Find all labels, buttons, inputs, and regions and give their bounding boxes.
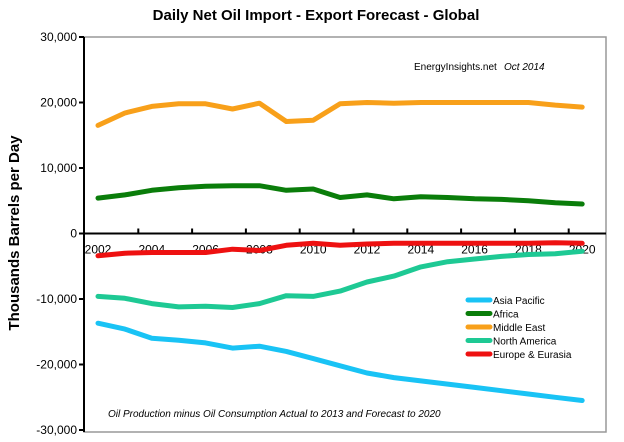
y-tick-label: 0 <box>70 227 77 241</box>
legend-label: North America <box>493 337 557 348</box>
y-tick-label: -10,000 <box>36 292 77 306</box>
series-line-europe-eurasia <box>95 240 585 259</box>
series-line-asia-pacific <box>95 320 585 403</box>
legend-label: Asia Pacific <box>493 296 545 307</box>
y-tick-label: -20,000 <box>36 358 77 372</box>
footnote: Oil Production minus Oil Consumption Act… <box>108 409 441 420</box>
y-tick-label: 10,000 <box>40 161 77 175</box>
series-line-north-america <box>95 248 585 310</box>
legend-label: Africa <box>493 310 519 321</box>
chart-title: Daily Net Oil Import - Export Forecast -… <box>153 7 480 24</box>
y-tick-label: -30,000 <box>36 423 77 437</box>
y-tick-label: 30,000 <box>40 30 77 44</box>
x-tick-label: 2016 <box>461 243 488 257</box>
y-axis-label: Thousands Barrels per Day <box>6 135 23 331</box>
y-tick-label: 20,000 <box>40 96 77 110</box>
date-annotation: Oct 2014 <box>504 62 545 73</box>
legend-label: Middle East <box>493 323 545 334</box>
x-tick-label: 2014 <box>407 243 434 257</box>
legend-label: Europe & Eurasia <box>493 350 572 361</box>
source-annotation: EnergyInsights.net <box>414 62 497 73</box>
series-line-middle-east <box>95 100 585 128</box>
series-line-africa <box>95 183 585 207</box>
